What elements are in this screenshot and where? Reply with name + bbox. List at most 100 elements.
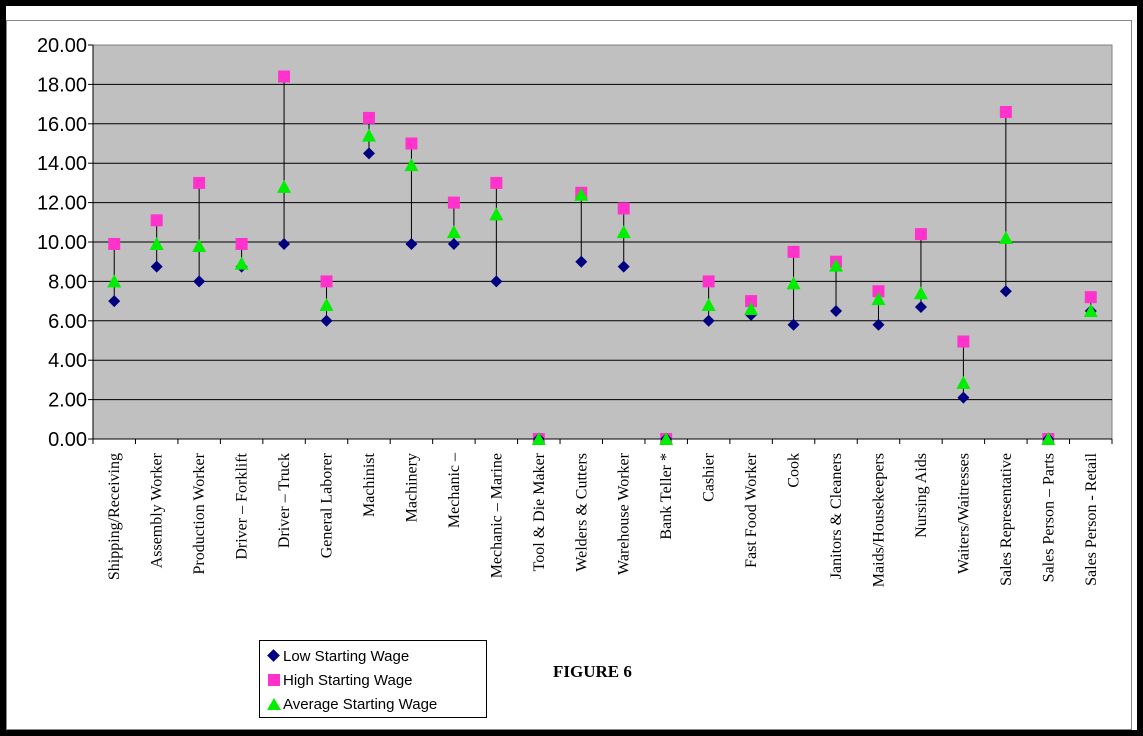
y-tick-label: 18.00 — [37, 74, 87, 96]
gridlines — [93, 83, 1112, 401]
high-wage-point — [490, 176, 503, 189]
diamond-marker-icon — [267, 649, 281, 663]
average-wage-point — [913, 286, 928, 300]
low-wage-point — [490, 275, 503, 288]
low-wage-point — [447, 237, 460, 250]
average-wage-point — [871, 292, 886, 306]
high-wage-point — [193, 176, 206, 189]
average-wage-point — [489, 207, 504, 221]
x-tick-label: Cook — [786, 453, 803, 488]
triangle-marker-icon — [267, 697, 281, 711]
x-tick-label: Waiters/Waitresses — [955, 453, 972, 574]
average-wage-point — [107, 274, 122, 288]
low-wage-point — [914, 301, 927, 314]
high-wage-point — [872, 285, 885, 298]
x-tick-label: Driver – Forklift — [234, 452, 251, 559]
high-wage-point — [362, 111, 375, 124]
low-wage-point — [999, 285, 1012, 298]
low-wage-point — [278, 237, 291, 250]
low-wage-point — [150, 260, 163, 273]
x-tick-label: General Laborer — [319, 452, 336, 558]
chart-area-border — [6, 20, 1132, 730]
low-wage-point — [405, 237, 418, 250]
low-wage-point — [320, 314, 333, 327]
low-wage-point — [787, 318, 800, 331]
y-tick-label: 20.00 — [37, 35, 87, 57]
high-wage-point — [702, 275, 715, 288]
legend-label-average: Average Starting Wage — [283, 695, 438, 713]
y-tick-label: 14.00 — [37, 153, 87, 175]
high-wage-point — [108, 237, 121, 250]
high-wage-point — [405, 137, 418, 150]
legend-label-high: High Starting Wage — [283, 671, 413, 689]
y-tick-label: 8.00 — [48, 271, 87, 293]
high-wage-point — [447, 196, 460, 209]
average-wage-point — [149, 236, 164, 250]
low-wage-point — [957, 391, 970, 404]
average-wage-point — [234, 256, 249, 270]
x-tick-label: Bank Teller * — [658, 453, 675, 540]
average-wage-point — [361, 128, 376, 142]
x-tick-label: Warehouse Worker — [616, 452, 633, 575]
x-tick-label: Welders & Cutters — [573, 453, 590, 572]
y-tick-label: 16.00 — [37, 114, 87, 136]
x-tick-label: Assembly Worker — [149, 452, 166, 568]
x-tick-label: Sales Representative — [998, 453, 1015, 586]
average-wage-point — [1083, 303, 1098, 317]
x-tick-label: Mechanic – — [446, 452, 463, 528]
x-tick-label: Tool & Die Maker — [531, 452, 548, 571]
average-wage-point — [616, 225, 631, 239]
low-wage-point — [702, 314, 715, 327]
x-tick-label: Driver – Truck — [276, 453, 293, 548]
legend-label-low: Low Starting Wage — [283, 647, 410, 665]
x-tick-label: Fast Food Worker — [743, 452, 760, 568]
square-marker-icon — [267, 673, 281, 687]
low-wage-point — [575, 255, 588, 268]
high-wage-point — [278, 70, 291, 83]
legend-item-high: High Starting Wage — [267, 668, 413, 692]
low-wage-point — [362, 147, 375, 160]
average-wage-point — [701, 298, 716, 312]
low-wage-point — [872, 318, 885, 331]
figure-label: FIGURE 6 — [553, 662, 632, 681]
high-wage-point — [957, 335, 970, 348]
x-tick-label: Maids/Housekeepers — [870, 453, 887, 587]
average-wage-point — [319, 298, 334, 312]
average-wage-point — [786, 276, 801, 290]
x-tick-label: Production Worker — [191, 452, 208, 574]
x-tick-label: Nursing Aids — [913, 453, 930, 538]
y-tick-label: 4.00 — [48, 350, 87, 372]
low-wage-point — [617, 260, 630, 273]
average-wage-point — [446, 225, 461, 239]
y-tick-label: 2.00 — [48, 390, 87, 412]
average-wage-point — [192, 238, 207, 252]
x-tick-label: Cashier — [701, 452, 718, 502]
average-wage-point — [531, 432, 546, 445]
high-wage-point — [235, 237, 248, 250]
average-wage-point — [659, 432, 674, 445]
high-wage-point — [320, 275, 333, 288]
high-wage-point — [787, 245, 800, 258]
low-wage-point — [108, 295, 121, 308]
data-markers — [107, 70, 1098, 445]
high-wage-point — [150, 214, 163, 227]
x-tick-label: Machinery — [403, 453, 420, 522]
x-axis-ticks: Shipping/Receiving Assembly Worker Product… — [92, 439, 1113, 587]
average-wage-point — [744, 301, 759, 315]
average-wage-point — [277, 179, 292, 193]
high-wage-point — [914, 228, 927, 241]
high-wage-point — [999, 105, 1012, 118]
x-tick-label: Machinist — [361, 452, 378, 517]
y-tick-label: 6.00 — [48, 311, 87, 333]
y-tick-label: 12.00 — [37, 193, 87, 215]
average-wage-point — [574, 187, 589, 201]
legend-item-low: Low Starting Wage — [267, 644, 409, 668]
high-wage-point — [1084, 291, 1097, 304]
legend-item-average: Average Starting Wage — [267, 692, 437, 716]
legend: Low Starting Wage High Starting Wage Ave… — [259, 640, 487, 718]
high-wage-point — [745, 295, 758, 308]
y-tick-label: 10.00 — [37, 232, 87, 254]
average-wage-point — [956, 375, 971, 389]
high-wage-point — [617, 202, 630, 215]
